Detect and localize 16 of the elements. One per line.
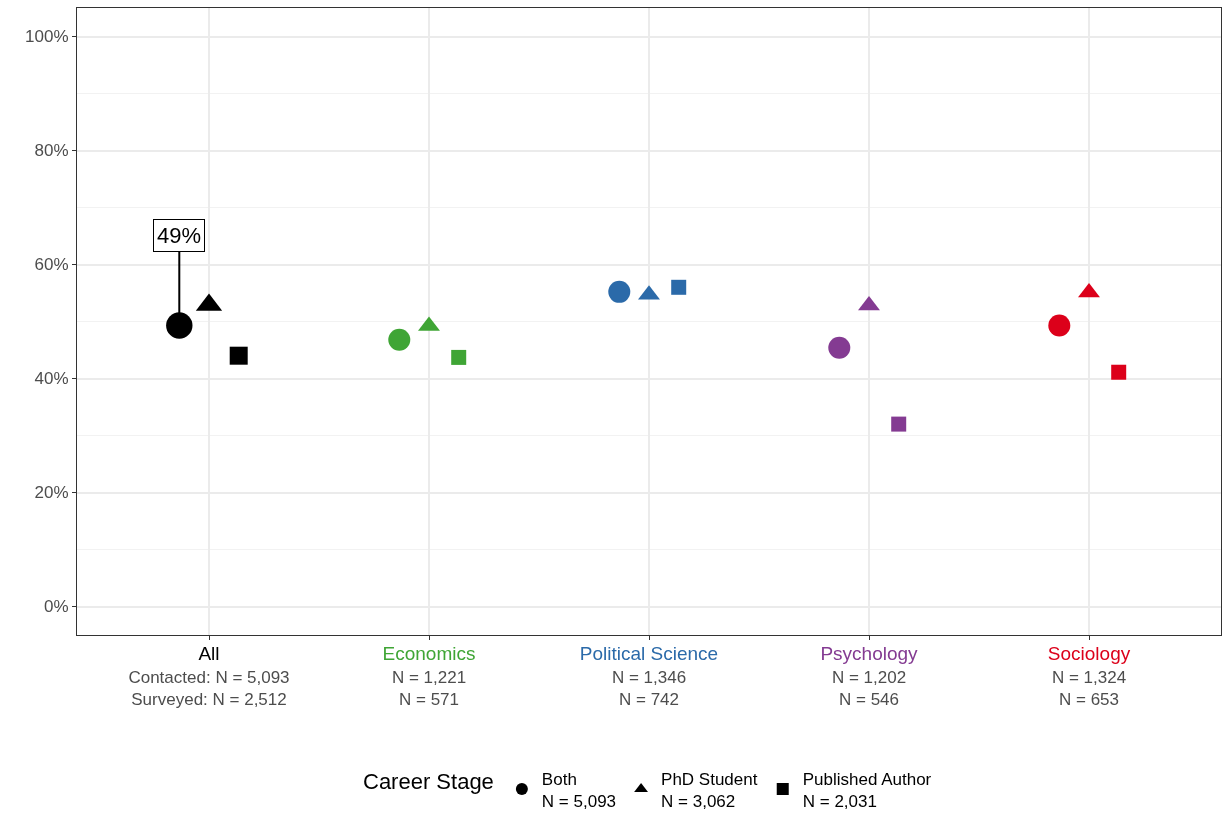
legend-label: Published Author N = 2,031 [802, 769, 932, 811]
y-tick-label: 80% [34, 141, 69, 161]
y-tick-label: 60% [34, 255, 69, 275]
annotation: 49% [157, 223, 202, 248]
y-tick-label: 100% [25, 27, 69, 47]
x-tick-label: Political Science N = 1,346 N = 742 [579, 643, 719, 709]
x-tick-label: Psychology N = 1,202 N = 546 [820, 643, 919, 709]
y-tick-label: 20% [34, 483, 69, 503]
legend-label: Both N = 5,093 [541, 769, 617, 811]
y-tick-label: 40% [34, 369, 69, 389]
legend-title: Career Stage [363, 769, 494, 794]
legend-label: PhD Student N = 3,062 [661, 769, 758, 811]
x-tick-label: Economics N = 1,221 N = 571 [382, 643, 476, 709]
y-tick-label: 0% [44, 597, 69, 617]
x-tick-label: Sociology N = 1,324 N = 653 [1047, 643, 1131, 709]
x-tick-label: All Contacted: N = 5,093 Surveyed: N = 2,512 [128, 643, 290, 709]
